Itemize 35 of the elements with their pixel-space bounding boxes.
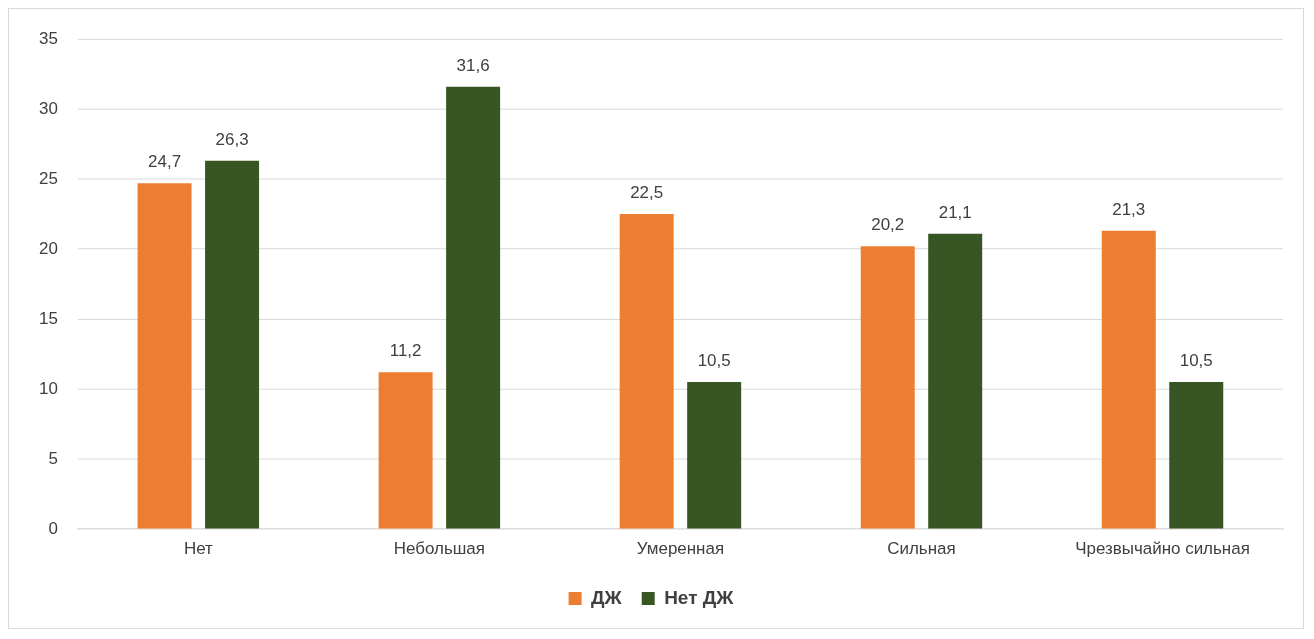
- legend-label: ДЖ: [591, 586, 623, 608]
- y-tick-label: 10: [38, 378, 58, 398]
- x-tick-label: Умеренная: [636, 538, 725, 558]
- x-tick-label: Небольшая: [393, 538, 485, 558]
- y-tick-label: 15: [38, 308, 58, 328]
- bar: [619, 214, 674, 529]
- data-label: 21,1: [938, 202, 972, 222]
- legend-label: Нет ДЖ: [664, 586, 735, 608]
- x-tick-label: Нет: [183, 538, 213, 558]
- y-tick-label: 35: [38, 28, 58, 48]
- data-label: 10,5: [697, 351, 731, 371]
- data-label: 26,3: [215, 130, 249, 150]
- bar: [860, 246, 915, 529]
- data-label: 20,2: [871, 215, 905, 235]
- y-tick-label: 0: [48, 518, 58, 538]
- y-tick-label: 20: [38, 238, 58, 258]
- y-tick-label: 25: [38, 168, 58, 188]
- x-tick-label: Чрезвычайно сильная: [1075, 538, 1250, 558]
- bar: [137, 183, 192, 529]
- x-tick-label: Сильная: [887, 538, 956, 558]
- bar: [1169, 381, 1224, 529]
- data-label: 22,5: [630, 183, 664, 203]
- data-label: 31,6: [456, 55, 490, 75]
- y-tick-label: 30: [38, 98, 58, 118]
- data-label: 21,3: [1112, 200, 1146, 220]
- bar: [446, 86, 501, 529]
- bar: [928, 233, 983, 529]
- y-tick-label: 5: [48, 448, 58, 468]
- bar: [378, 372, 433, 529]
- bar: [687, 381, 742, 529]
- data-label: 10,5: [1179, 351, 1213, 371]
- data-label: 24,7: [148, 152, 182, 172]
- data-label: 11,2: [389, 341, 422, 361]
- bar: [205, 160, 260, 529]
- bar: [1101, 230, 1156, 529]
